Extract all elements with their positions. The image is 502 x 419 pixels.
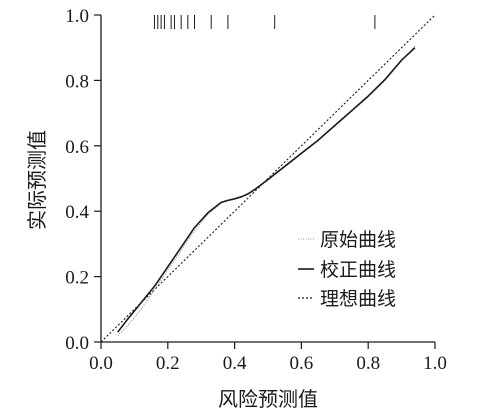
y-tick-label: 0.4: [65, 202, 89, 223]
x-axis-ticks: 0.0 0.2 0.4 0.6 0.8 1.0: [89, 342, 447, 374]
plot-area: [100, 15, 435, 343]
series-line-solid: [117, 47, 416, 333]
x-tick-label: 0.4: [223, 353, 247, 374]
x-tick-label: 0.2: [156, 353, 180, 374]
y-tick-label: 0.6: [65, 137, 89, 158]
y-tick-label: 0.8: [65, 71, 89, 92]
y-tick-label: 1.0: [65, 6, 89, 27]
y-tick-label: 0.0: [65, 333, 89, 354]
legend: 原始曲线 校正曲线 理想曲线: [298, 229, 396, 310]
y-tick-label: 0.2: [65, 268, 89, 289]
y-axis-title: 实际预测值: [25, 130, 49, 230]
rug-marks: [153, 15, 376, 29]
x-tick-label: 0.0: [89, 353, 113, 374]
x-axis-title: 风险预测值: [218, 387, 318, 411]
x-tick-label: 0.6: [290, 353, 314, 374]
legend-label-original: 原始曲线: [320, 229, 396, 251]
series-layer: [100, 14, 436, 343]
y-axis-ticks: 0.0 0.2 0.4 0.6 0.8 1.0: [65, 6, 101, 354]
x-tick-label: 1.0: [423, 353, 447, 374]
x-tick-label: 0.8: [356, 353, 380, 374]
legend-label-corrected: 校正曲线: [320, 259, 396, 281]
legend-label-ideal: 理想曲线: [320, 288, 396, 310]
